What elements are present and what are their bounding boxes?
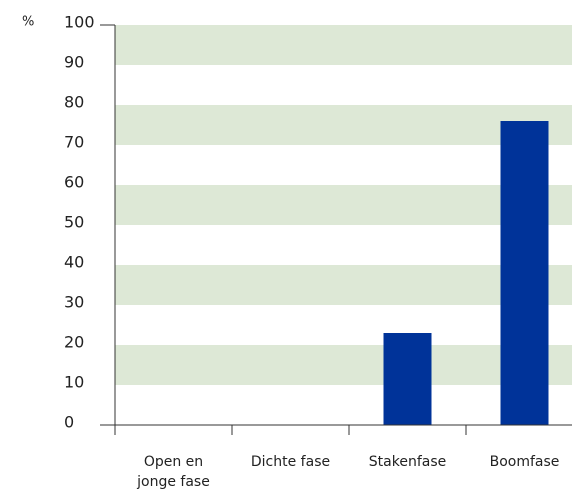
x-tick-label: Dichte fase xyxy=(251,454,330,470)
y-tick-label: 30 xyxy=(64,293,84,312)
x-tick-label: Boomfase xyxy=(490,454,560,470)
y-unit: % xyxy=(22,15,34,30)
grid-band xyxy=(115,105,572,145)
x-tick-label: Stakenfase xyxy=(369,454,446,470)
grid-band xyxy=(115,185,572,225)
y-tick-label: 50 xyxy=(64,213,84,232)
x-tick-label: Open en jonge fase xyxy=(136,454,210,490)
y-tick-label: 0 xyxy=(64,413,74,432)
grid-band xyxy=(115,265,572,305)
y-tick-label: 60 xyxy=(64,173,84,192)
grid-band xyxy=(115,345,572,385)
y-tick-label: 40 xyxy=(64,253,84,272)
y-tick-label: 70 xyxy=(64,133,84,152)
bar xyxy=(500,121,549,425)
y-tick-label: 20 xyxy=(64,333,84,352)
y-tick-label: 100 xyxy=(64,13,95,32)
grid-band xyxy=(115,25,572,65)
bar xyxy=(383,333,432,425)
y-tick-label: 10 xyxy=(64,373,84,392)
y-tick-label: 80 xyxy=(64,93,84,112)
y-tick-label: 90 xyxy=(64,53,84,72)
